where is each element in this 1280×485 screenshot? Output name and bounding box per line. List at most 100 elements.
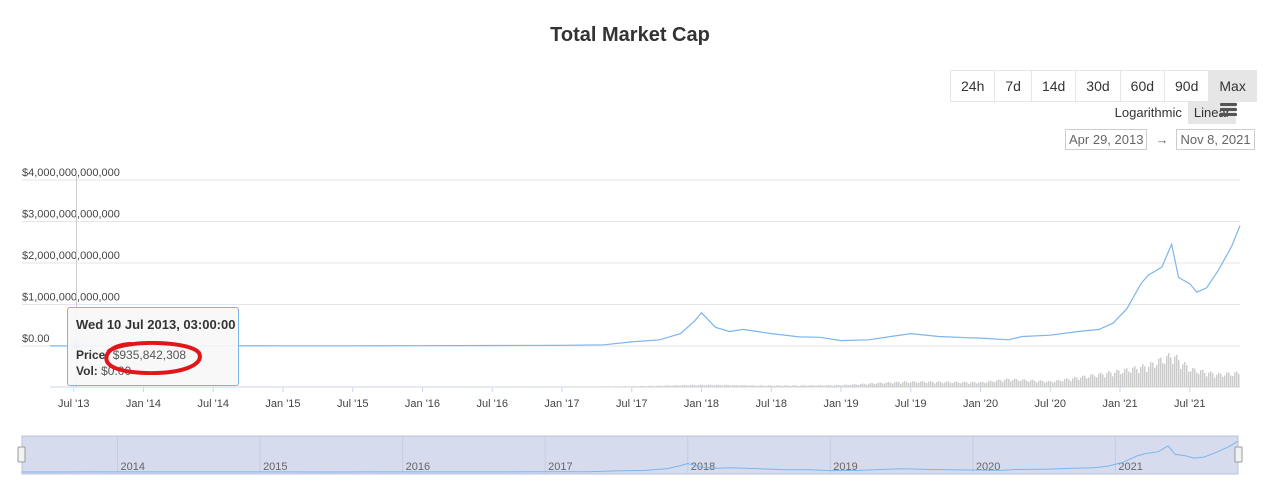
volume-bar [654,386,656,387]
volume-bar [804,385,806,387]
x-tick-label: Jul '14 [197,398,228,410]
volume-bar [674,385,676,387]
volume-bar [1116,369,1118,387]
volume-bar [1066,378,1068,387]
navigator-year-label: 2016 [406,461,430,473]
y-tick-label: $1,000,000,000,000 [22,292,120,304]
volume-bar [990,380,992,387]
range-button-90d[interactable]: 90d [1165,71,1210,101]
volume-bar [878,382,880,387]
volume-bar [1126,368,1128,387]
tooltip-price-label: Price: [76,348,110,362]
volume-bar [1194,368,1196,387]
volume-bar [840,385,842,387]
navigator-year-label: 2021 [1118,461,1142,473]
volume-bar [698,385,700,387]
hamburger-menu-icon[interactable] [1220,103,1237,117]
volume-bar [758,385,760,387]
range-button-60d[interactable]: 60d [1120,71,1166,101]
volume-bar [996,380,998,387]
volume-bar [1118,370,1120,387]
volume-bar [648,385,650,387]
navigator-year-label: 2019 [833,461,857,473]
x-tick-label: Jul '18 [756,398,787,410]
volume-bar [1090,374,1092,387]
volume-bar [1074,376,1076,387]
volume-bar [1110,372,1112,387]
volume-bar [1150,362,1152,387]
volume-bar [734,384,736,387]
volume-bar [1062,381,1064,387]
volume-bar [806,385,808,387]
volume-bar [634,386,636,387]
volume-bar [810,385,812,387]
volume-bar [720,385,722,387]
range-button-14d[interactable]: 14d [1031,71,1077,101]
volume-bar [932,382,934,387]
volume-bar [830,385,832,387]
volume-bar [600,386,602,387]
volume-bar [754,385,756,387]
navigator-right-handle[interactable] [1234,446,1243,463]
volume-bar [1188,371,1190,387]
to-date-input[interactable]: Nov 8, 2021 [1176,129,1255,150]
volume-bar [704,385,706,387]
volume-bar [726,384,728,387]
volume-bar [1084,375,1086,387]
volume-bar [672,385,674,387]
volume-bar [684,385,686,387]
volume-bar [1232,375,1234,387]
range-selector: 24h 7d 14d 30d 60d 90d Max [950,70,1257,102]
volume-bar [824,385,826,387]
volume-bar [844,384,846,387]
volume-bar [904,381,906,387]
x-tick-label: Jul '16 [477,398,508,410]
volume-bar [632,386,634,387]
volume-bar [1092,374,1094,387]
volume-bar [1098,373,1100,387]
market-cap-series-line[interactable] [49,225,1241,347]
volume-bar [1156,365,1158,387]
volume-bar [920,381,922,387]
volume-bar [640,386,642,387]
volume-bar [770,385,772,387]
x-tick-label: Jan '14 [126,398,161,410]
volume-bar [808,385,810,387]
volume-bar [1186,365,1188,387]
logarithmic-button[interactable]: Logarithmic [1114,105,1182,120]
volume-bar [1210,371,1212,387]
volume-bar [696,385,698,387]
range-button-7d[interactable]: 7d [995,71,1032,101]
navigator-left-handle[interactable] [17,446,26,463]
volume-bar [1076,377,1078,387]
volume-bar [680,385,682,387]
range-button-30d[interactable]: 30d [1076,71,1121,101]
volume-bar [1050,381,1052,387]
volume-bar [894,382,896,387]
volume-bar [732,385,734,387]
volume-bar [772,385,774,387]
navigator-series-line [22,440,1239,473]
x-tick-label: Jul '20 [1035,398,1066,410]
x-tick-label: Jan '15 [265,398,300,410]
range-button-24h[interactable]: 24h [951,71,996,101]
volume-bar [714,385,716,387]
y-tick-label: $3,000,000,000,000 [22,209,120,221]
from-date-input[interactable]: Apr 29, 2013 [1065,129,1148,150]
volume-bar [826,385,828,387]
volume-bar [1228,372,1230,387]
volume-bar [1132,367,1134,387]
volume-bar [1016,379,1018,387]
navigator-window[interactable] [21,435,1239,475]
volume-bar [1040,380,1042,387]
volume-bar [1058,379,1060,387]
volume-bar [1000,380,1002,387]
x-tick-label: Jan '18 [684,398,719,410]
volume-bar [794,385,796,387]
volume-bar [774,385,776,387]
range-button-max[interactable]: Max [1209,71,1256,101]
volume-bar [756,385,758,387]
volume-bar [1218,373,1220,387]
volume-bar [896,381,898,387]
